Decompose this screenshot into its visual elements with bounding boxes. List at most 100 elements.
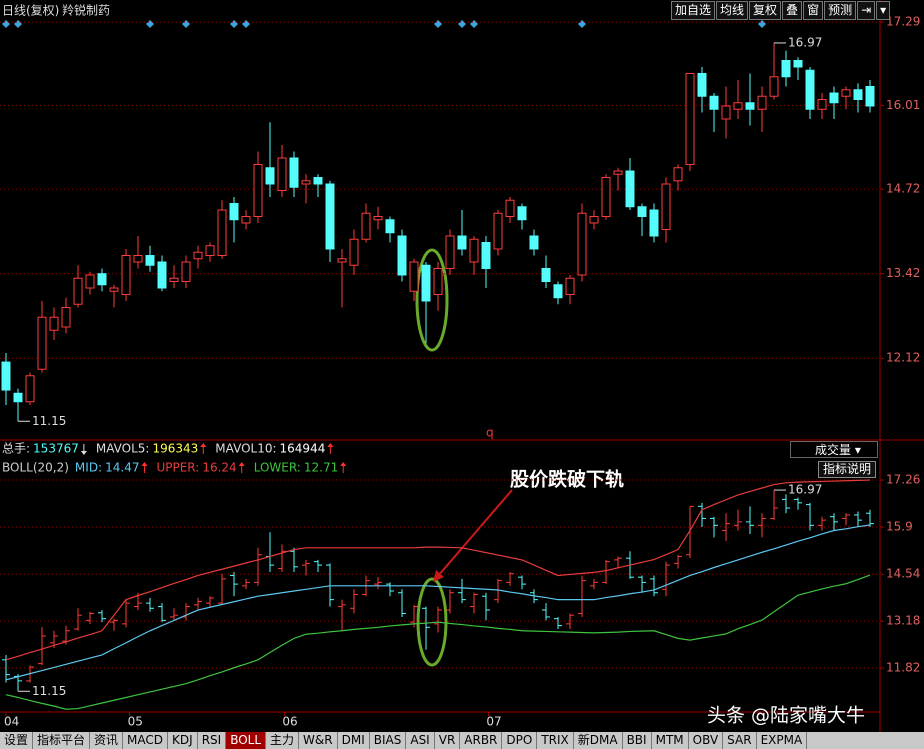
toolbar-button[interactable]: 窗 — [803, 1, 824, 20]
tab[interactable]: 主力 — [266, 732, 300, 749]
highlight-ellipse — [415, 248, 449, 352]
tab[interactable]: DPO — [502, 732, 538, 749]
toolbar-button[interactable]: 均线 — [716, 1, 749, 20]
tab[interactable]: ASI — [406, 732, 435, 749]
tab[interactable]: MTM — [652, 732, 689, 749]
trend-arrow-head — [327, 443, 334, 447]
volume-label-value: 153767 — [33, 442, 79, 456]
stock-name: 羚锐制药 — [62, 3, 110, 18]
candle-body — [373, 216, 383, 221]
candle-body — [673, 167, 683, 182]
y-tick-label: 13.18 — [886, 614, 920, 628]
candle-body — [649, 209, 659, 237]
tab[interactable]: W&R — [299, 732, 338, 749]
boll-line — [5, 479, 871, 661]
y-tick-label: 11.82 — [886, 661, 920, 675]
candle-body — [49, 316, 59, 331]
toolbar: 加自选 均线 复权叠窗预测 ⇥ ▾ — [671, 1, 891, 20]
y-tick-label: 16.01 — [886, 98, 920, 112]
tab[interactable]: 资讯 — [90, 732, 124, 749]
trend-arrow-head — [141, 462, 148, 466]
candle-body — [853, 89, 863, 100]
help-button[interactable]: 指标说明 — [818, 461, 876, 478]
candle-body — [661, 183, 671, 230]
y-tick-label: 15.9 — [886, 520, 913, 534]
y-tick-label: 14.72 — [886, 182, 920, 196]
candle-body — [265, 167, 275, 185]
candle-body — [313, 177, 323, 185]
candle-body — [409, 261, 419, 292]
candle-body — [277, 157, 287, 191]
candle-body — [289, 157, 299, 188]
volume-label-value: 164944 — [280, 442, 326, 456]
y-tick-label: 14.54 — [886, 567, 920, 581]
tab[interactable]: KDJ — [168, 732, 198, 749]
candle-body — [829, 92, 839, 104]
candle-body — [1, 361, 11, 391]
candle-body — [157, 261, 167, 289]
candle-body — [721, 105, 731, 120]
candle-body — [325, 183, 335, 250]
candle-body — [169, 277, 179, 282]
legend-value: 16.24 — [202, 461, 236, 475]
tab[interactable]: EXPMA — [757, 732, 808, 749]
tab[interactable]: VR — [435, 732, 461, 749]
candle-body — [553, 284, 563, 299]
toolbar-button[interactable]: 叠 — [782, 1, 803, 20]
candle-body — [541, 268, 551, 282]
tab[interactable]: 新DMA — [574, 732, 623, 749]
candle-body — [589, 216, 599, 224]
boll-line — [5, 574, 871, 710]
tab-bar: 设置 指标平台 资讯 MACD KDJ RSI BOLL 主力 W&R DMI BIAS ASI VR A… — [0, 732, 924, 749]
candle-body — [865, 86, 875, 107]
trend-arrow-head — [80, 451, 87, 455]
candle-body — [529, 235, 539, 250]
toolbar-icon[interactable]: ⇥ — [857, 1, 876, 20]
indicator-select[interactable]: 成交量 ▾ — [790, 441, 878, 458]
candle-body — [229, 203, 239, 221]
toolbar-button[interactable]: 复权 — [749, 1, 782, 20]
candle-body — [457, 235, 467, 250]
tab[interactable]: ARBR — [460, 732, 503, 749]
x-tick-label: 04 — [4, 715, 19, 729]
candle-body — [301, 180, 311, 185]
candle-body — [217, 209, 227, 256]
toolbar-button[interactable]: 加自选 — [671, 1, 716, 20]
tab[interactable]: BBI — [623, 732, 652, 749]
volume-label-name: MAVOL5: — [96, 442, 150, 456]
candle-body — [697, 73, 707, 97]
candle-body — [601, 177, 611, 217]
tab[interactable]: BOLL — [226, 732, 267, 749]
callout-arrow — [437, 489, 513, 577]
tab[interactable]: 设置 — [0, 732, 34, 749]
candle-body — [481, 242, 491, 269]
candle-body — [781, 60, 791, 78]
tab[interactable]: MACD — [123, 732, 169, 749]
tab[interactable]: TRIX — [537, 732, 574, 749]
tab[interactable]: SAR — [723, 732, 757, 749]
candle-body — [445, 235, 455, 269]
chart: 日线(复权) 羚锐制药 q 股价跌破下轨 头条 @陆家嘴大牛 BOLL(20,2… — [0, 0, 924, 732]
tab[interactable]: OBV — [689, 732, 724, 749]
candle-body — [469, 238, 479, 263]
y-tick-label: 12.12 — [886, 351, 920, 365]
tab[interactable]: RSI — [198, 732, 227, 749]
watermark: 头条 @陆家嘴大牛 — [707, 705, 865, 727]
tab[interactable]: BIAS — [370, 732, 407, 749]
tab[interactable]: 指标平台 — [33, 732, 91, 749]
candle-body — [385, 219, 395, 234]
y-tick-label: 17.29 — [886, 15, 920, 29]
x-tick-label: 05 — [128, 715, 143, 729]
candle-body — [733, 102, 743, 110]
candle-body — [517, 206, 527, 221]
candle-body — [613, 170, 623, 175]
candle-body — [61, 307, 71, 328]
toolbar-dropdown[interactable]: ▾ — [876, 1, 891, 20]
toolbar-button[interactable]: 预测 — [824, 1, 857, 20]
volume-label-name: MAVOL10: — [215, 442, 276, 456]
candle-body — [241, 216, 251, 224]
tab[interactable]: DMI — [338, 732, 370, 749]
indicator-select-label: 成交量 — [815, 443, 852, 457]
candle-body — [133, 255, 143, 263]
legend-name: LOWER: — [254, 461, 301, 475]
